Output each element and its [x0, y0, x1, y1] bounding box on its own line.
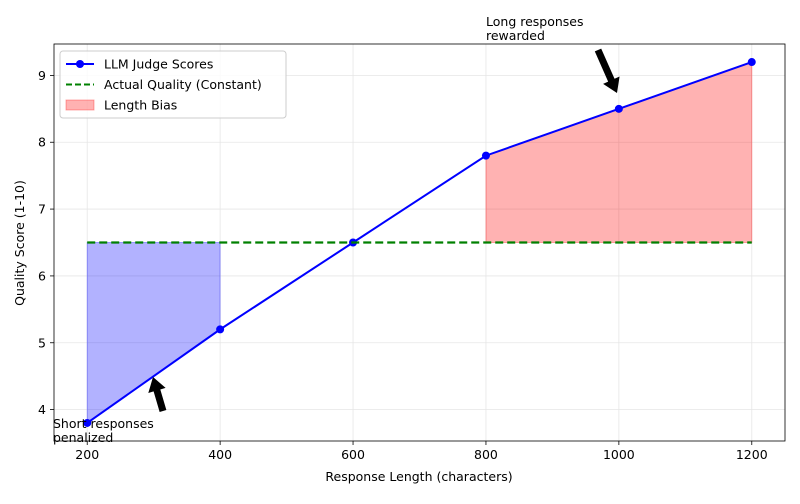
x-tick-label: 400: [208, 447, 232, 462]
plot-frame: [53, 43, 786, 442]
y-tick-label: 8: [38, 135, 46, 150]
series-line: [86, 61, 753, 424]
legend-box: [59, 50, 287, 119]
data-point: [481, 151, 490, 160]
annotation-arrow: [148, 377, 167, 412]
annotation-text: penalized: [53, 430, 113, 445]
x-tick-label: 600: [341, 447, 365, 462]
x-tick-label: 200: [75, 447, 99, 462]
annotation-text: Long responses: [486, 14, 584, 29]
x-tick-label: 800: [474, 447, 498, 462]
annotation-text: rewarded: [486, 28, 545, 43]
y-tick-label: 6: [38, 268, 46, 283]
data-point: [747, 58, 756, 67]
legend-marker: [76, 60, 84, 68]
legend-swatch: [65, 99, 95, 111]
y-tick-label: 5: [38, 335, 46, 350]
data-point: [83, 418, 92, 427]
legend-label: Length Bias: [104, 98, 177, 113]
legend-label: Actual Quality (Constant): [104, 77, 262, 92]
legend-label: LLM Judge Scores: [104, 57, 213, 72]
data-point: [614, 104, 623, 113]
bias-fill: [86, 242, 221, 424]
x-tick-label: 1000: [603, 447, 635, 462]
y-tick-label: 9: [38, 68, 46, 83]
y-tick-label: 4: [38, 402, 46, 417]
data-point: [216, 325, 225, 334]
annotation-arrow: [594, 48, 620, 93]
x-axis-label: Response Length (characters): [325, 469, 512, 484]
x-tick-label: 1200: [736, 447, 768, 462]
y-tick-label: 7: [38, 202, 46, 217]
y-axis-label: Quality Score (1-10): [12, 180, 27, 306]
annotation-text: Short responses: [53, 416, 154, 431]
